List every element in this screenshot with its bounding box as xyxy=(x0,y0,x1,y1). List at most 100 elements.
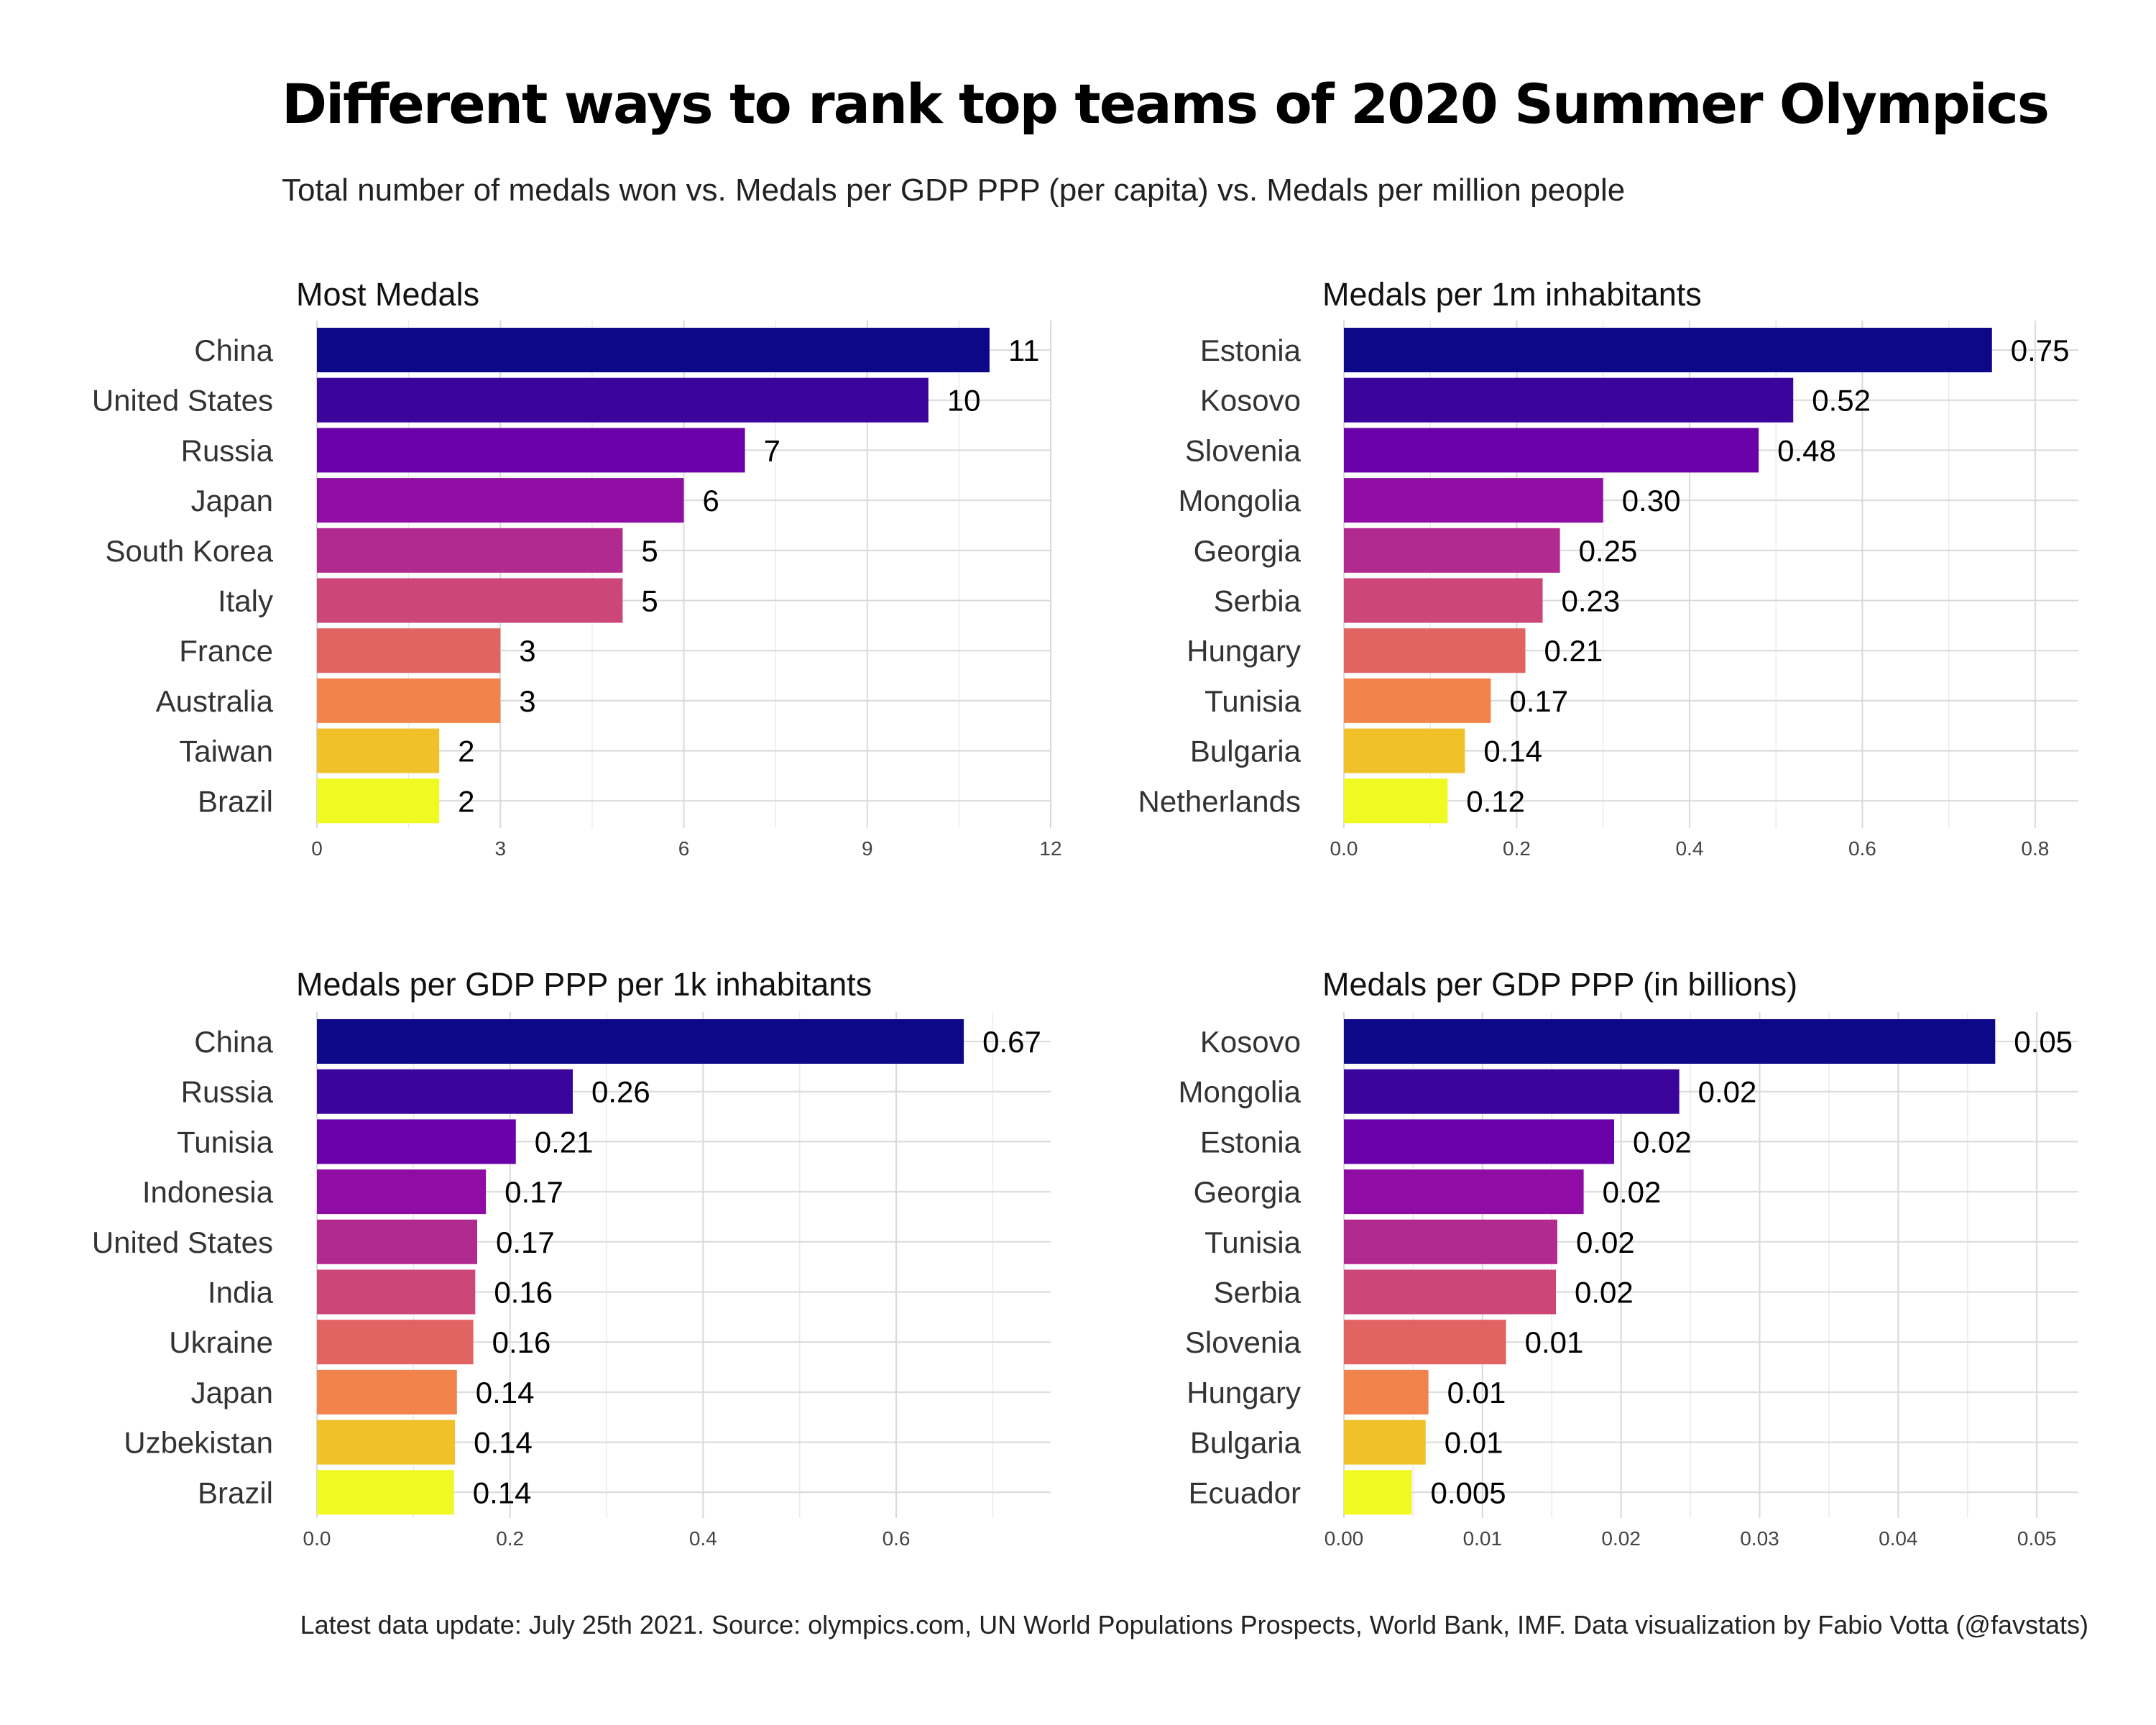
per-1m-category-label: Slovenia xyxy=(1185,433,1302,467)
per-gdp-1k-value-label: 0.16 xyxy=(494,1276,553,1310)
per-1m-bar-netherlands xyxy=(1344,778,1448,824)
per-1m-tick-label: 0.4 xyxy=(1675,837,1703,860)
most-medals-bar-russia xyxy=(317,428,745,473)
most-medals-bar-taiwan xyxy=(317,728,440,773)
per-gdp-1k-tick-label: 0.0 xyxy=(303,1527,331,1550)
per-gdp-1k-category-label: Ukraine xyxy=(169,1325,273,1359)
most-medals-tick-label: 6 xyxy=(678,837,690,860)
chart-caption: Latest data update: July 25th 2021. Sour… xyxy=(300,1610,2088,1639)
most-medals-bar-south-korea xyxy=(317,528,623,573)
per-gdp-billions-tick-label: 0.04 xyxy=(1879,1527,1918,1550)
per-gdp-billions-bar-bulgaria xyxy=(1344,1420,1426,1465)
per-gdp-billions-category-label: Mongolia xyxy=(1179,1075,1302,1109)
per-gdp-billions-bar-kosovo xyxy=(1344,1019,1996,1064)
per-1m-bar-hungary xyxy=(1344,628,1526,673)
per-gdp-billions-tick-label: 0.03 xyxy=(1740,1527,1779,1550)
per-1m-category-label: Bulgaria xyxy=(1190,735,1302,768)
per-gdp-1k-tick-label: 0.6 xyxy=(883,1527,911,1550)
most-medals-bar-japan xyxy=(317,478,684,523)
most-medals-value-label: 11 xyxy=(1008,334,1040,367)
per-1m-category-label: Netherlands xyxy=(1138,784,1301,818)
per-1m-bar-serbia xyxy=(1344,578,1543,623)
most-medals-value-label: 5 xyxy=(641,534,658,568)
per-gdp-billions-tick-label: 0.02 xyxy=(1601,1527,1641,1550)
per-gdp-billions-category-label: Georgia xyxy=(1194,1175,1302,1209)
per-1m-value-label: 0.23 xyxy=(1562,584,1621,618)
per-1m-bar-bulgaria xyxy=(1344,728,1465,773)
per-1m-value-label: 0.30 xyxy=(1622,484,1681,518)
per-1m-value-label: 0.14 xyxy=(1483,735,1542,768)
per-gdp-billions-value-label: 0.02 xyxy=(1576,1225,1635,1259)
most-medals-value-label: 3 xyxy=(519,634,535,668)
per-gdp-1k-bar-brazil xyxy=(317,1470,454,1515)
per-gdp-1k-bar-tunisia xyxy=(317,1119,516,1164)
per-gdp-1k-value-label: 0.17 xyxy=(505,1175,563,1209)
per-1m-value-label: 0.75 xyxy=(2011,334,2070,367)
per-gdp-1k-category-label: Indonesia xyxy=(142,1175,274,1209)
most-medals-value-label: 7 xyxy=(764,433,780,467)
per-1m-category-label: Tunisia xyxy=(1204,684,1301,718)
per-gdp-billions-category-label: Kosovo xyxy=(1200,1025,1301,1059)
per-gdp-billions-bar-serbia xyxy=(1344,1269,1557,1315)
per-gdp-1k-tick-label: 0.4 xyxy=(689,1527,717,1550)
panel-medals-per-1m: 0.0 0.2 0.4 0.6 0.8 Medals per 1m inhabitants… xyxy=(1138,276,2078,860)
per-gdp-billions-bar-slovenia xyxy=(1344,1320,1506,1365)
per-gdp-1k-category-label: Tunisia xyxy=(177,1125,273,1159)
per-gdp-1k-value-label: 0.14 xyxy=(476,1376,535,1409)
most-medals-value-label: 5 xyxy=(641,584,658,618)
most-medals-bar-australia xyxy=(317,678,501,723)
per-gdp-1k-value-label: 0.14 xyxy=(473,1476,532,1509)
per-gdp-billions-category-label: Slovenia xyxy=(1185,1325,1302,1359)
most-medals-category-label: France xyxy=(179,634,273,668)
per-gdp-1k-value-label: 0.26 xyxy=(591,1075,650,1109)
per-gdp-billions-value-label: 0.005 xyxy=(1430,1476,1506,1509)
per-gdp-1k-value-label: 0.21 xyxy=(535,1125,594,1159)
most-medals-bar-brazil xyxy=(317,778,440,824)
per-gdp-billions-bar-georgia xyxy=(1344,1169,1584,1215)
per-gdp-billions-value-label: 0.05 xyxy=(2014,1025,2073,1059)
per-1m-category-label: Estonia xyxy=(1200,334,1302,367)
chart-title: Different ways to rank top teams of 2020… xyxy=(282,72,2050,136)
most-medals-category-label: China xyxy=(194,334,273,367)
per-1m-tick-label: 0.8 xyxy=(2021,837,2049,860)
per-1m-value-label: 0.52 xyxy=(1812,384,1871,418)
per-gdp-1k-bar-china xyxy=(317,1019,964,1064)
most-medals-category-label: Brazil xyxy=(198,784,273,818)
per-1m-bar-slovenia xyxy=(1344,428,1759,473)
per-1m-category-label: Kosovo xyxy=(1200,384,1301,418)
per-gdp-billions-tick-label: 0.01 xyxy=(1463,1527,1503,1550)
per-gdp-1k-value-label: 0.16 xyxy=(492,1325,551,1359)
per-gdp-1k-category-label: China xyxy=(194,1025,273,1059)
per-gdp-1k-bar-uzbekistan xyxy=(317,1420,456,1465)
most-medals-value-label: 3 xyxy=(519,684,535,718)
most-medals-value-label: 6 xyxy=(703,484,719,518)
per-gdp-1k-bar-ukraine xyxy=(317,1320,474,1365)
per-1m-value-label: 0.21 xyxy=(1544,634,1603,668)
per-gdp-billions-value-label: 0.02 xyxy=(1575,1276,1634,1310)
per-1m-value-label: 0.25 xyxy=(1579,534,1638,568)
per-gdp-1k-value-label: 0.67 xyxy=(982,1025,1041,1059)
per-gdp-1k-category-label: Japan xyxy=(191,1376,273,1409)
per-gdp-billions-value-label: 0.01 xyxy=(1525,1325,1584,1359)
per-1m-value-label: 0.12 xyxy=(1466,784,1525,818)
per-gdp-billions-tick-label: 0.00 xyxy=(1325,1527,1364,1550)
per-1m-value-label: 0.48 xyxy=(1777,433,1836,467)
most-medals-category-label: Taiwan xyxy=(179,735,273,768)
per-gdp-1k-bar-indonesia xyxy=(317,1169,487,1215)
most-medals-bar-italy xyxy=(317,578,623,623)
per-gdp-1k-category-label: Russia xyxy=(181,1075,274,1109)
per-gdp-1k-category-label: United States xyxy=(92,1225,273,1259)
chart-subtitle: Total number of medals won vs. Medals pe… xyxy=(282,172,1626,208)
per-gdp-billions-bar-hungary xyxy=(1344,1369,1429,1414)
per-1m-category-label: Serbia xyxy=(1214,584,1302,618)
per-gdp-1k-value-label: 0.17 xyxy=(496,1225,555,1259)
per-gdp-billions-value-label: 0.01 xyxy=(1447,1376,1506,1409)
per-1m-tick-label: 0.2 xyxy=(1503,837,1531,860)
per-1m-tick-label: 0.6 xyxy=(1848,837,1876,860)
per-gdp-1k-panel-title: Medals per GDP PPP per 1k inhabitants xyxy=(296,966,872,1003)
panel-medals-per-gdp-per-1k: 0.0 0.2 0.4 0.6 Medals per GDP PPP per 1k in… xyxy=(92,966,1051,1550)
per-gdp-billions-value-label: 0.02 xyxy=(1698,1075,1757,1109)
per-gdp-billions-bar-tunisia xyxy=(1344,1219,1557,1264)
most-medals-category-label: Italy xyxy=(218,584,273,618)
most-medals-category-label: United States xyxy=(92,384,273,418)
